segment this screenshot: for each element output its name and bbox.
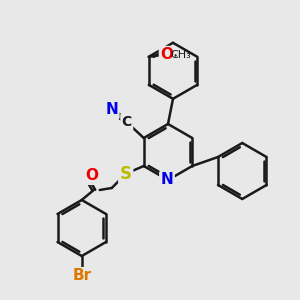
Text: S: S [120,165,132,183]
Text: Br: Br [72,268,91,284]
Text: N: N [160,172,173,188]
Text: C: C [122,115,132,129]
Text: O: O [160,47,173,62]
Text: O: O [85,169,98,184]
Text: CH₃: CH₃ [170,50,191,60]
Text: N: N [105,103,118,118]
